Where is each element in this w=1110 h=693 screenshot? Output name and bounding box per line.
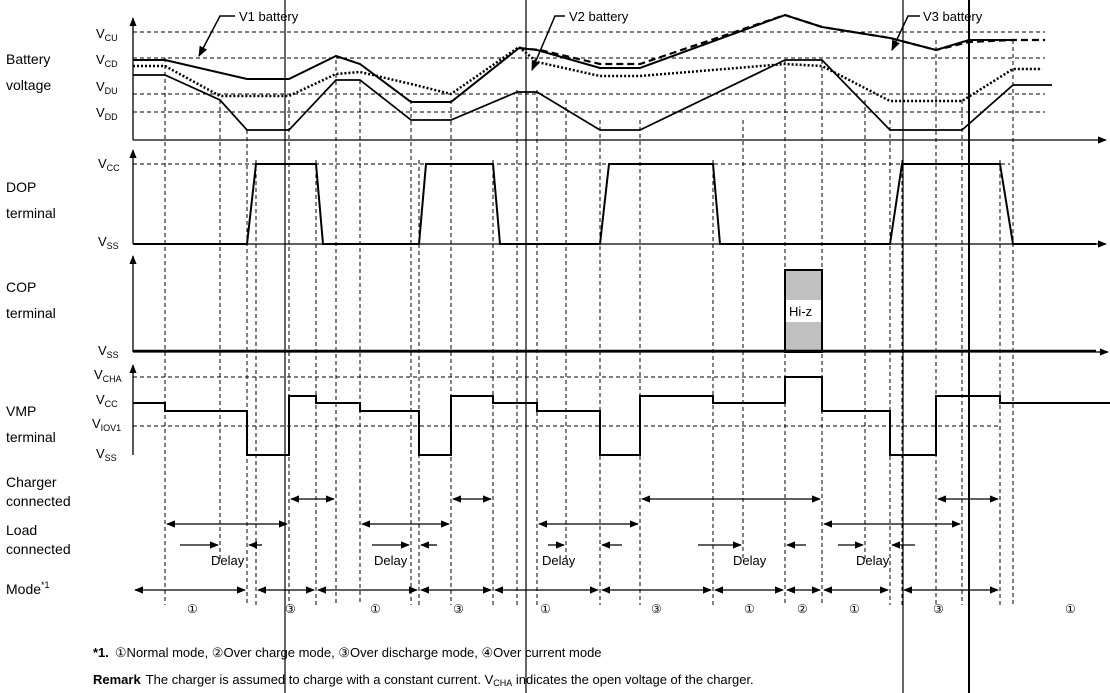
delay-label-1: Delay	[211, 553, 245, 568]
vcu-level-label: VCU	[96, 26, 118, 43]
mode-label-9: ①	[849, 602, 860, 616]
mode-row-label: Mode*1	[6, 580, 50, 597]
mode-label-10: ③	[933, 602, 944, 616]
mode-label-1: ①	[187, 602, 198, 616]
v3-battery-trace	[133, 45, 1042, 103]
vmp-vss-level-label: VSS	[96, 446, 117, 463]
dop-vcc-level-label: VCC	[98, 156, 120, 173]
load-row-label-2: connected	[6, 541, 71, 557]
hiz-label-bg	[786, 300, 821, 322]
cop-row-label-2: terminal	[6, 305, 56, 321]
delay-label-3: Delay	[542, 553, 576, 568]
v2-battery-callout: V2 battery	[569, 9, 629, 24]
vdd-level-label: VDD	[96, 105, 118, 122]
delay-label-5: Delay	[856, 553, 890, 568]
mode-label-6: ③	[651, 602, 662, 616]
mode-label-11: ①	[1065, 602, 1076, 616]
vmp-viov1-level-label: VIOV1	[92, 416, 121, 433]
delay-label-4: Delay	[733, 553, 767, 568]
v2-battery-trace	[133, 59, 1052, 131]
v3-battery-callout: V3 battery	[923, 9, 983, 24]
footnote: *1. ①Normal mode, ②Over charge mode, ③Ove…	[93, 645, 602, 660]
vmp-row-label-1: VMP	[6, 403, 36, 419]
vmp-row-label-2: terminal	[6, 429, 56, 445]
vcd-level-label: VCD	[96, 52, 118, 69]
dop-vss-level-label: VSS	[98, 234, 119, 251]
hiz-label: Hi-z	[789, 304, 812, 319]
mode-label-3: ①	[370, 602, 381, 616]
battery-switch-lines	[284, 0, 970, 693]
charger-row-label-2: connected	[6, 493, 71, 509]
remark: Remark The charger is assumed to charge w…	[93, 672, 754, 688]
dop-row-label-2: terminal	[6, 205, 56, 221]
battery-waveforms	[133, 13, 1052, 131]
vmp-vcha-level-label: VCHA	[94, 367, 122, 384]
mode-label-8: ②	[797, 602, 808, 616]
cop-vss-level-label: VSS	[98, 343, 119, 360]
mode-label-7: ①	[744, 602, 755, 616]
charger-row-label-1: Charger	[6, 474, 57, 490]
dop-waveform	[133, 163, 1096, 245]
battery-row-label-1: Battery	[6, 51, 50, 67]
battery-row-label-2: voltage	[6, 77, 51, 93]
mode-label-4: ③	[453, 602, 464, 616]
callout-leaders	[198, 15, 920, 71]
vdu-level-label: VDU	[96, 79, 118, 96]
vmp-waveform	[133, 376, 1110, 456]
mode-label-2: ③	[285, 602, 296, 616]
vmp-vcc-level-label: VCC	[96, 392, 118, 409]
delay-label-2: Delay	[374, 553, 408, 568]
level-gridlines	[133, 31, 1045, 427]
dop-row-label-1: DOP	[6, 179, 36, 195]
cop-row-label-1: COP	[6, 279, 36, 295]
vcd-band-trace	[518, 13, 1045, 66]
mode-label-5: ①	[540, 602, 551, 616]
load-row-label-1: Load	[6, 522, 37, 538]
v1-battery-callout: V1 battery	[239, 9, 299, 24]
